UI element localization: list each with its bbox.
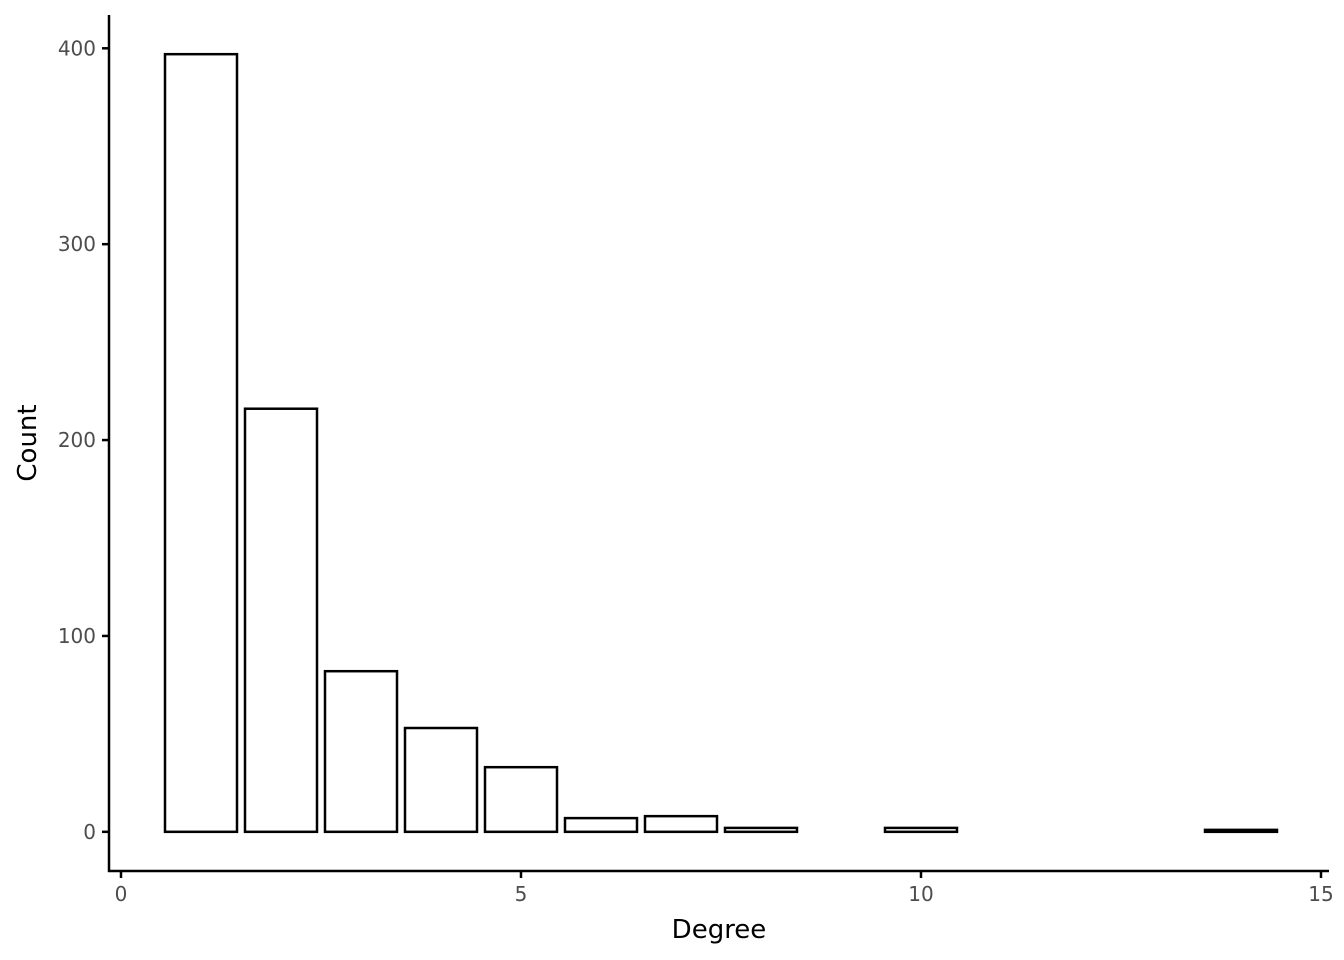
y-tick-label: 200 — [58, 428, 96, 452]
y-axis-title: Count — [13, 404, 43, 481]
bar-degree-2 — [243, 407, 319, 834]
bar-degree-14 — [1203, 828, 1279, 834]
bar-degree-5 — [483, 765, 559, 834]
x-ticks-group: 0 5 10 15 — [115, 871, 1334, 906]
bar-degree-3 — [323, 669, 399, 834]
bar-degree-10 — [883, 826, 959, 834]
x-tick-label: 5 — [515, 882, 528, 906]
y-ticks-group: 0 100 200 300 400 — [58, 36, 109, 844]
bar-degree-4 — [403, 726, 479, 834]
bars-group — [163, 52, 1279, 834]
bar-degree-6 — [563, 816, 639, 834]
y-tick-label: 100 — [58, 624, 96, 648]
bar-degree-8 — [723, 826, 799, 834]
x-axis-title: Degree — [672, 915, 767, 945]
y-tick-label: 300 — [58, 232, 96, 256]
y-tick-label: 0 — [83, 820, 96, 844]
bar-degree-1 — [163, 52, 239, 834]
bar-degree-7 — [643, 814, 719, 834]
x-tick-label: 15 — [1308, 882, 1333, 906]
x-tick-label: 0 — [115, 882, 128, 906]
x-tick-label: 10 — [908, 882, 933, 906]
y-tick-label: 400 — [58, 36, 96, 60]
